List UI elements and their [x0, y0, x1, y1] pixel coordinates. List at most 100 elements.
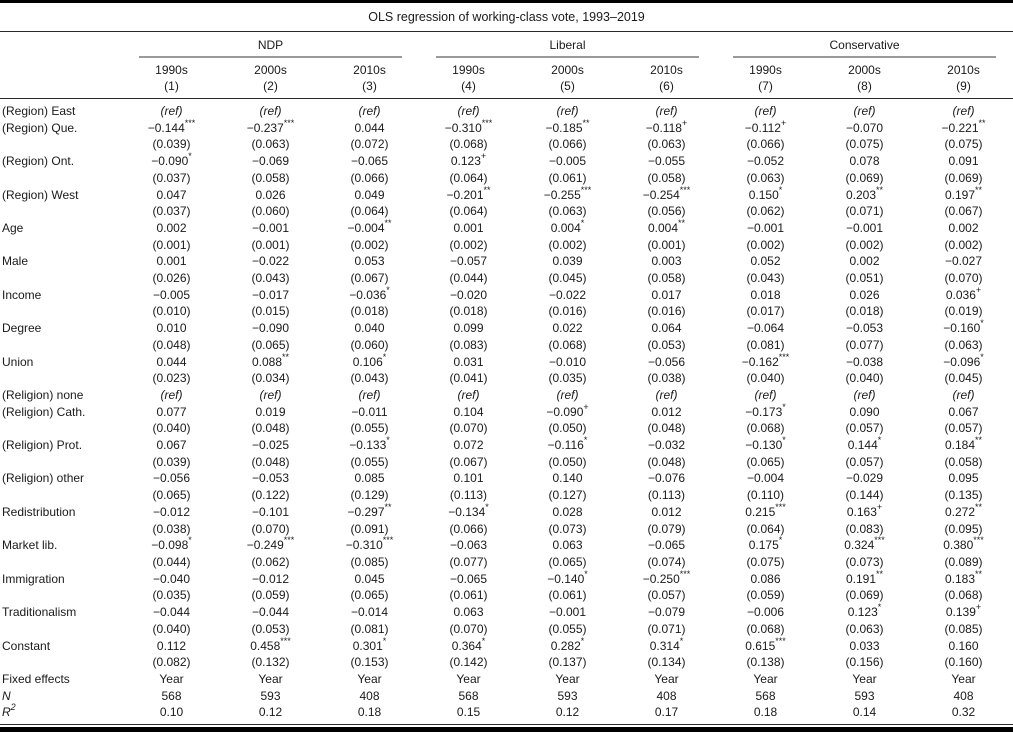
- row-label-spacer: [0, 654, 122, 671]
- coefficient-cell: 0.002: [849, 254, 880, 269]
- standard-error-cell: (0.038): [152, 521, 191, 536]
- row-label-spacer: [0, 454, 122, 471]
- significance-marker: *: [382, 635, 387, 646]
- ref-cell-text: (ref): [952, 104, 975, 118]
- standard-error-row: (0.039) (0.063) (0.072) (0.068) (0.066) (0.06…: [0, 136, 1013, 153]
- standard-error-cell: (0.144): [845, 488, 884, 503]
- coefficient-cell: −0.029: [845, 471, 884, 486]
- model-number-row: (1) (2) (3) (4) (5) (6) (7) (8) (9): [0, 78, 1013, 99]
- standard-error-cell: (0.127): [548, 488, 587, 503]
- standard-error-cell: (0.156): [845, 655, 884, 670]
- coefficient-cell: 408: [953, 688, 974, 703]
- decade-header: 2010s: [947, 63, 980, 77]
- coefficient-cell: −0.005: [548, 154, 587, 169]
- significance-marker: *: [188, 151, 192, 162]
- significance-marker: ***: [775, 635, 786, 646]
- group-header-conservative: Conservative: [716, 32, 1013, 58]
- standard-error-cell: (0.001): [251, 237, 290, 252]
- standard-error-cell: (0.045): [548, 271, 587, 286]
- model-number: (5): [518, 78, 617, 99]
- ref-cell-text: (ref): [259, 104, 282, 118]
- standard-error-cell: (0.083): [845, 521, 884, 536]
- coefficient-cell: (ref): [221, 99, 320, 120]
- coefficient-cell: −0.014: [350, 605, 389, 620]
- coefficient-cell: −0.079: [647, 605, 686, 620]
- standard-error-row: (0.044) (0.062) (0.085) (0.077) (0.065) (0.07…: [0, 554, 1013, 571]
- significance-marker: ***: [280, 635, 291, 646]
- standard-error-cell: (0.050): [548, 421, 587, 436]
- standard-error-cell: (0.138): [746, 655, 785, 670]
- row-label-spacer: [0, 270, 122, 287]
- table-row: Market lib. −0.098* −0.249*** −0.310*** −0.0…: [0, 535, 1013, 554]
- coefficient-cell: 0.085: [354, 471, 385, 486]
- coefficient-cell: 0.004*: [550, 217, 585, 235]
- standard-error-cell: (0.037): [152, 204, 191, 219]
- coefficient-cell: 0.001: [453, 220, 484, 235]
- row-label: Redistribution: [2, 504, 76, 519]
- standard-error-cell: (0.001): [152, 237, 191, 252]
- standard-error-cell: (0.002): [350, 237, 389, 252]
- ref-cell-text: (ref): [952, 387, 975, 402]
- coefficient-cell: −0.254***: [642, 184, 691, 202]
- standard-error-cell: (0.071): [647, 621, 686, 636]
- coefficient-cell: −0.022: [251, 254, 290, 269]
- coefficient-cell: 0.010: [156, 321, 187, 336]
- standard-error-cell: (0.058): [251, 170, 290, 185]
- coefficient-cell: 0.053: [354, 254, 385, 269]
- table-row: (Religion) none (ref) (ref) (ref) (ref) (ref)…: [0, 387, 1013, 404]
- coefficient-cell: 0.044: [156, 354, 187, 369]
- standard-error-cell: (0.053): [251, 621, 290, 636]
- standard-error-cell: (0.044): [152, 554, 191, 569]
- standard-error-cell: (0.048): [647, 421, 686, 436]
- standard-error-cell: (0.129): [350, 488, 389, 503]
- standard-error-cell: (0.040): [152, 421, 191, 436]
- coefficient-cell: Year: [357, 671, 382, 686]
- coefficient-cell: −0.012: [251, 571, 290, 586]
- coefficient-cell: 0.14: [815, 704, 914, 726]
- significance-marker: **: [483, 184, 491, 195]
- standard-error-cell: (0.057): [845, 454, 884, 469]
- row-label-spacer: [0, 521, 122, 538]
- standard-error-cell: (0.061): [449, 588, 488, 603]
- coefficient-cell: −0.020: [449, 287, 488, 302]
- table-row: (Religion) Cath. 0.077 0.019 −0.011 0.104 −0.…: [0, 402, 1013, 421]
- group-header-ndp: NDP: [122, 32, 419, 58]
- coefficient-cell: −0.001: [251, 220, 290, 235]
- coefficient-cell: (ref): [221, 387, 320, 404]
- coefficient-cell: −0.310***: [345, 535, 394, 553]
- coefficient-cell: −0.250***: [642, 568, 691, 586]
- row-label: Age: [2, 220, 24, 235]
- standard-error-cell: (0.058): [647, 170, 686, 185]
- ref-cell-text: (ref): [358, 387, 381, 402]
- standard-error-cell: (0.040): [746, 371, 785, 386]
- coefficient-cell: −0.070: [845, 120, 884, 135]
- standard-error-row: (0.040) (0.048) (0.055) (0.070) (0.050) (0.04…: [0, 420, 1013, 437]
- standard-error-row: (0.037) (0.058) (0.066) (0.064) (0.061) (0.05…: [0, 170, 1013, 187]
- standard-error-cell: (0.083): [449, 337, 488, 352]
- group-spanner-rule: [436, 56, 699, 58]
- standard-error-row: (0.038) (0.070) (0.091) (0.066) (0.073) (0.07…: [0, 521, 1013, 538]
- standard-error-cell: (0.062): [251, 554, 290, 569]
- coefficient-cell: 0.615***: [745, 635, 786, 653]
- significance-marker: ***: [775, 501, 786, 512]
- coefficient-cell: 0.112: [156, 638, 187, 653]
- row-label: Male: [2, 254, 29, 269]
- table-header: NDP Liberal Conservative 1990s 2000s 2010s 199…: [0, 32, 1013, 99]
- coefficient-cell: −0.069: [251, 154, 290, 169]
- coefficient-cell: 0.040: [354, 321, 385, 336]
- standard-error-cell: (0.073): [548, 521, 587, 536]
- standard-error-cell: (0.079): [647, 521, 686, 536]
- row-label-spacer: [0, 420, 122, 437]
- standard-error-cell: (0.016): [548, 304, 587, 319]
- significance-marker: **: [282, 351, 290, 362]
- coefficient-cell: 0.012: [651, 504, 682, 519]
- row-label: N: [2, 688, 11, 703]
- coefficient-cell: 0.086: [750, 571, 781, 586]
- row-label-spacer: [0, 587, 122, 604]
- coefficient-cell: 0.077: [156, 404, 187, 419]
- standard-error-cell: (0.135): [944, 488, 983, 503]
- significance-marker: ***: [679, 184, 691, 195]
- coefficient-cell: −0.112+: [744, 117, 787, 135]
- coefficient-cell: 0.064: [651, 321, 682, 336]
- top-rule: [0, 0, 1013, 3]
